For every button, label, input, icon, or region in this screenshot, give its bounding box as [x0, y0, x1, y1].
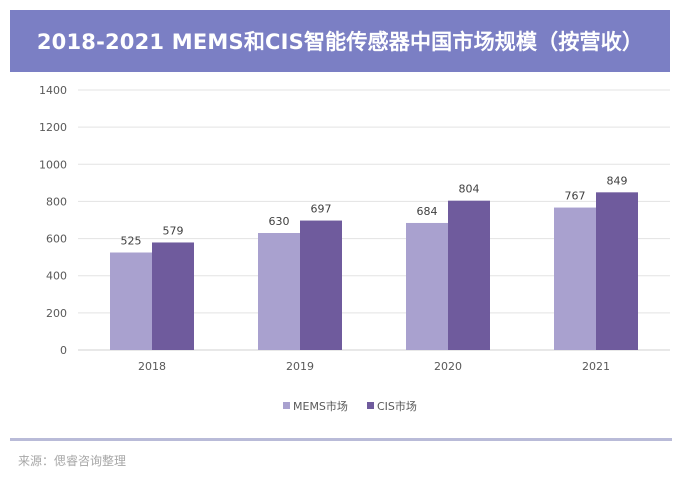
bar-mems	[110, 252, 152, 350]
bar-mems	[406, 222, 448, 350]
x-tick-label: 2021	[582, 360, 610, 373]
bar-mems	[554, 207, 596, 350]
source-note: 来源：偲睿咨询整理	[18, 454, 127, 468]
data-label: 579	[163, 224, 184, 237]
data-label: 804	[459, 183, 480, 196]
footer-divider	[10, 438, 672, 441]
data-label: 849	[607, 174, 628, 187]
legend-swatch-mems	[283, 402, 290, 409]
x-tick-label: 2019	[286, 360, 314, 373]
y-tick-label: 1000	[39, 158, 67, 171]
y-tick-label: 0	[60, 344, 67, 357]
legend-label: MEMS市场	[293, 399, 348, 413]
bar-chart: 0 200 400 600 800 1000 1200 1400 525 579 2018 630 69…	[39, 84, 670, 413]
legend-swatch-cis	[367, 402, 374, 409]
data-label: 697	[311, 203, 332, 216]
y-tick-label: 200	[46, 307, 67, 320]
y-tick-label: 800	[46, 195, 67, 208]
y-tick-label: 1400	[39, 84, 67, 97]
data-label: 630	[269, 215, 290, 228]
bar-cis	[152, 242, 194, 350]
title-bar: 2018-2021 MEMS和CIS智能传感器中国市场规模（按营收）	[10, 10, 670, 72]
y-tick-label: 1200	[39, 121, 67, 134]
data-label: 525	[121, 235, 142, 248]
chart-area: 0 200 400 600 800 1000 1200 1400 525 579 2018 630 69…	[0, 72, 689, 432]
bar-cis	[300, 220, 342, 350]
legend-label: CIS市场	[377, 399, 417, 413]
x-tick-label: 2018	[138, 360, 166, 373]
y-tick-label: 600	[46, 233, 67, 246]
x-tick-label: 2020	[434, 360, 462, 373]
bar-cis	[596, 192, 638, 350]
bar-mems	[258, 233, 300, 350]
data-label: 767	[565, 190, 586, 203]
bar-cis	[448, 200, 490, 350]
y-tick-label: 400	[46, 270, 67, 283]
chart-title: 2018-2021 MEMS和CIS智能传感器中国市场规模（按营收）	[36, 30, 644, 54]
data-label: 684	[417, 205, 438, 218]
